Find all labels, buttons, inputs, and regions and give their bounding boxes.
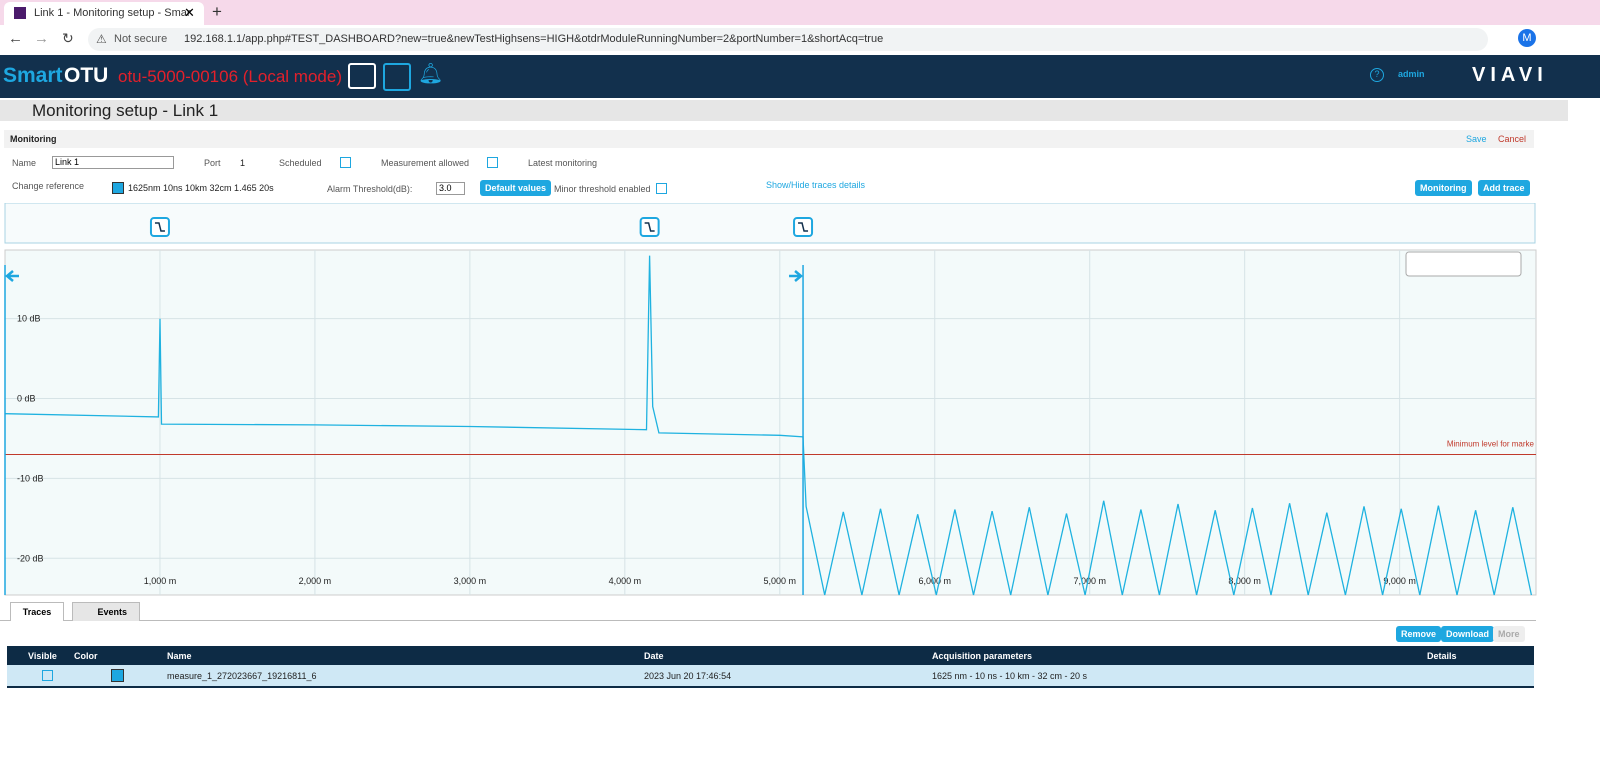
- monitoring-button[interactable]: Monitoring: [1415, 180, 1472, 196]
- column-header: Acquisition parameters: [932, 651, 1033, 661]
- help[interactable]: ?: [1370, 68, 1384, 82]
- event-glyph: [798, 222, 809, 232]
- event-glyph: [154, 222, 165, 232]
- y-tick-label: 10 dB: [17, 314, 41, 324]
- x-tick-label: 9,000 m: [1383, 576, 1416, 586]
- checkbox[interactable]: [340, 157, 351, 168]
- name-input[interactable]: Link 1: [52, 156, 174, 169]
- panel-header: Monitoring setup - Link 1: [0, 100, 1568, 121]
- logo: VIAVI: [1472, 64, 1548, 86]
- y-tick-label: 0 dB: [17, 394, 36, 404]
- save[interactable]: Save: [1466, 134, 1487, 144]
- settings-icon[interactable]: [383, 63, 411, 91]
- checkbox[interactable]: [487, 157, 498, 168]
- forward[interactable]: →: [34, 30, 49, 47]
- label: Name: [12, 158, 37, 168]
- label: Scheduled: [279, 158, 322, 168]
- tab-close[interactable]: ✕: [184, 5, 195, 20]
- label: Latest monitoring: [528, 158, 598, 168]
- column-header: Visible: [28, 651, 57, 661]
- profile[interactable]: M: [1518, 29, 1536, 47]
- table-row[interactable]: measure_1_272023667_19216811_6 2023 Jun …: [7, 665, 1534, 688]
- event-strip: [4, 203, 1536, 244]
- column-header: Details: [1427, 651, 1457, 661]
- new-tab[interactable]: +: [212, 2, 222, 21]
- plot-area: [4, 249, 1537, 596]
- color-swatch: [112, 182, 124, 194]
- alarm-icon[interactable]: 🔔︎: [418, 63, 444, 85]
- brand: OTU: [64, 64, 109, 87]
- button[interactable]: Download: [1441, 626, 1494, 642]
- checkbox[interactable]: [656, 183, 667, 194]
- x-tick-label: 5,000 m: [764, 576, 797, 586]
- favicon: [14, 7, 26, 19]
- threshold-input[interactable]: 3.0: [436, 182, 465, 195]
- tab-title: Link 1 - Monitoring setup - Smar: [34, 7, 191, 19]
- section-title: Monitoring: [10, 134, 57, 144]
- app-header: Smart OTU otu-5000-00106 (Local mode) 🔔︎…: [0, 55, 1600, 98]
- column-header: Name: [167, 651, 192, 661]
- column-header: Date: [644, 651, 664, 661]
- chart: 1,000 m 2,000 m 3,000 m 4,000 m 5,000 m 6,000…: [4, 203, 1537, 596]
- button[interactable]: Remove: [1396, 626, 1442, 642]
- column-header: Color: [74, 651, 98, 661]
- tab-label: Events: [97, 607, 127, 617]
- checkbox[interactable]: [42, 670, 53, 681]
- device: otu-5000-00106 (Local mode): [118, 67, 342, 86]
- x-tick-label: 4,000 m: [609, 576, 642, 586]
- cancel[interactable]: Cancel: [1498, 134, 1527, 144]
- brand: Smart: [3, 64, 63, 87]
- default-values[interactable]: Default values: [480, 180, 552, 196]
- marker-arrow: [5, 270, 19, 282]
- label: Measurement allowed: [381, 158, 470, 168]
- cell: 1625 nm - 10 ns - 10 km - 32 cm - 20 s: [932, 671, 1088, 681]
- x-tick-label: 1,000 m: [144, 576, 177, 586]
- add-trace[interactable]: Add trace: [1478, 180, 1530, 196]
- x-tick-label: 2,000 m: [299, 576, 332, 586]
- label: Change reference: [12, 181, 85, 191]
- y-tick-label: -20 dB: [17, 553, 44, 563]
- reload[interactable]: ↻: [62, 30, 74, 46]
- dashboard-icon[interactable]: [348, 63, 376, 89]
- y-tick-label: -10 dB: [17, 473, 44, 483]
- tab-line: [0, 620, 1536, 621]
- port-value: 1: [240, 158, 246, 168]
- panel-title: Monitoring setup - Link 1: [32, 101, 219, 120]
- reference[interactable]: 1625nm 10ns 10km 32cm 1.465 20s: [128, 183, 274, 193]
- url: 192.168.1.1/app.php#TEST_DASHBOARD?new=t…: [184, 33, 884, 45]
- button[interactable]: More: [1493, 626, 1525, 642]
- tab[interactable]: Events: [72, 602, 140, 621]
- x-tick-label: 3,000 m: [454, 576, 487, 586]
- event-glyph: [644, 222, 655, 232]
- tab[interactable]: Link 1 - Monitoring setup - Smar ✕: [4, 2, 204, 25]
- label: Port: [204, 158, 221, 168]
- section-bar: Monitoring Save Cancel: [4, 130, 1534, 148]
- marker-arrow: [789, 270, 803, 282]
- x-tick-label: 6,000 m: [918, 576, 951, 586]
- tab[interactable]: Traces: [10, 602, 64, 621]
- label: Minor threshold enabled: [554, 184, 651, 194]
- color-swatch: [111, 669, 124, 682]
- label: Alarm Threshold(dB):: [327, 184, 413, 194]
- tab-bar: [0, 0, 1600, 25]
- trace: [4, 255, 1533, 596]
- threshold-label: Minimum level for marke: [1447, 439, 1535, 448]
- address-bar: ← → ↻ ⚠ Not secure 192.168.1.1/app.php#T…: [0, 25, 1600, 55]
- x-tick-label: 8,000 m: [1228, 576, 1261, 586]
- cell: 2023 Jun 20 17:46:54: [644, 671, 732, 681]
- zoom-toolbar[interactable]: [1405, 251, 1522, 277]
- table-header: Visible Color Name Date Acquisition para…: [7, 646, 1534, 665]
- security: Not secure: [114, 33, 168, 45]
- user[interactable]: admin: [1398, 69, 1425, 79]
- show-hide[interactable]: Show/Hide traces details: [766, 180, 866, 190]
- cell: measure_1_272023667_19216811_6: [167, 671, 317, 681]
- back[interactable]: ←: [8, 30, 23, 47]
- x-tick-label: 7,000 m: [1073, 576, 1106, 586]
- omnibox[interactable]: ⚠ Not secure 192.168.1.1/app.php#TEST_DA…: [88, 28, 1488, 51]
